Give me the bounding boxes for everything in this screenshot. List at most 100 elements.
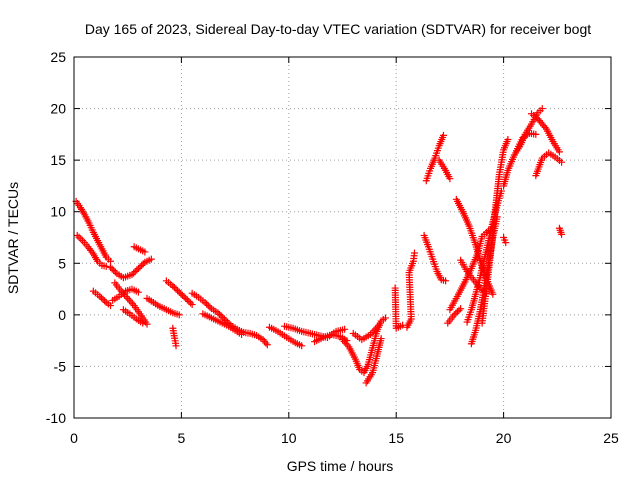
data-point bbox=[453, 308, 461, 316]
data-point bbox=[177, 290, 185, 298]
data-point bbox=[131, 268, 139, 276]
data-point bbox=[262, 339, 270, 347]
data-point bbox=[130, 269, 138, 277]
data-point bbox=[375, 321, 383, 329]
data-point bbox=[134, 264, 142, 272]
data-point bbox=[175, 311, 183, 319]
x-tick-label: 20 bbox=[496, 430, 512, 446]
data-point bbox=[73, 231, 81, 239]
data-point bbox=[214, 309, 222, 317]
data-point bbox=[172, 342, 180, 350]
tick-labels: 0 5 10 15 20 25 -10 -5 0 5 10 15 20 25 bbox=[46, 49, 619, 446]
data-point bbox=[110, 267, 118, 275]
data-point bbox=[143, 320, 151, 328]
data-point bbox=[439, 131, 447, 139]
data-point bbox=[139, 260, 147, 268]
data-point bbox=[174, 287, 182, 295]
data-point bbox=[178, 291, 186, 299]
data-point bbox=[341, 325, 349, 333]
data-point bbox=[102, 262, 110, 270]
data-point bbox=[532, 130, 540, 138]
chart-title: Day 165 of 2023, Sidereal Day-to-day VTE… bbox=[85, 21, 591, 37]
y-tick-label: -5 bbox=[54, 358, 67, 374]
data-point bbox=[170, 284, 178, 292]
data-point bbox=[101, 297, 109, 305]
data-point bbox=[172, 285, 180, 293]
data-point bbox=[182, 294, 190, 302]
x-tick-label: 10 bbox=[281, 430, 297, 446]
data-point bbox=[96, 292, 104, 300]
data-point bbox=[216, 310, 224, 318]
data-point bbox=[541, 123, 549, 131]
data-point bbox=[442, 277, 450, 285]
data-point bbox=[203, 300, 211, 308]
y-tick-label: 15 bbox=[50, 152, 66, 168]
data-point bbox=[77, 235, 85, 243]
data-point bbox=[133, 266, 141, 274]
data-point bbox=[446, 175, 454, 183]
data-point bbox=[99, 295, 107, 303]
data-point bbox=[504, 136, 512, 144]
x-tick-label: 25 bbox=[603, 430, 619, 446]
data-point bbox=[107, 263, 115, 271]
data-point bbox=[558, 230, 566, 238]
data-point bbox=[107, 257, 115, 265]
y-tick-label: 0 bbox=[58, 307, 66, 323]
data-point bbox=[450, 311, 458, 319]
data-point bbox=[410, 249, 418, 257]
x-tick-label: 5 bbox=[178, 430, 186, 446]
data-point bbox=[204, 302, 212, 310]
axes bbox=[73, 56, 612, 419]
y-tick-label: -10 bbox=[46, 410, 66, 426]
data-point bbox=[138, 261, 146, 269]
data-point bbox=[377, 335, 385, 343]
y-tick-label: 10 bbox=[50, 204, 66, 220]
data-point bbox=[206, 303, 214, 311]
data-point bbox=[452, 309, 460, 317]
data-point bbox=[455, 306, 463, 314]
data-point bbox=[175, 288, 183, 296]
data-point bbox=[147, 255, 155, 263]
data-point bbox=[127, 298, 135, 306]
data-point bbox=[107, 302, 115, 310]
data-point bbox=[558, 158, 566, 166]
data-point bbox=[217, 312, 225, 320]
data-point bbox=[75, 233, 83, 241]
data-point bbox=[502, 239, 510, 247]
data-point bbox=[111, 268, 119, 276]
data-point bbox=[108, 265, 116, 273]
data-point bbox=[489, 290, 497, 298]
data-point bbox=[97, 294, 105, 302]
data-point bbox=[124, 294, 132, 302]
data-point bbox=[125, 296, 133, 304]
data-point bbox=[183, 296, 191, 304]
x-tick-label: 15 bbox=[388, 430, 404, 446]
data-point bbox=[188, 301, 196, 309]
data-point bbox=[180, 293, 188, 301]
data-point bbox=[128, 271, 136, 279]
x-axis-label: GPS time / hours bbox=[287, 458, 394, 474]
data-point bbox=[381, 314, 389, 322]
y-tick-label: 20 bbox=[50, 101, 66, 117]
y-tick-label: 25 bbox=[50, 49, 66, 65]
plot-frame bbox=[73, 56, 612, 419]
x-tick-label: 0 bbox=[70, 430, 78, 446]
data-point bbox=[185, 297, 193, 305]
data-point bbox=[136, 263, 144, 271]
data-point bbox=[141, 248, 149, 256]
data-point bbox=[187, 299, 195, 307]
data-point bbox=[263, 341, 271, 349]
y-axis-label: SDTVAR / TECUs bbox=[5, 182, 21, 294]
data-point bbox=[298, 342, 306, 350]
data-point bbox=[139, 319, 147, 327]
grid-lines bbox=[74, 57, 611, 418]
data-point bbox=[457, 305, 465, 313]
data-point bbox=[201, 298, 209, 306]
y-tick-label: 5 bbox=[58, 255, 66, 271]
data-points bbox=[72, 105, 566, 387]
data-point bbox=[134, 288, 142, 296]
data-point bbox=[555, 148, 563, 156]
data-point bbox=[238, 330, 246, 338]
data-point bbox=[538, 105, 546, 113]
